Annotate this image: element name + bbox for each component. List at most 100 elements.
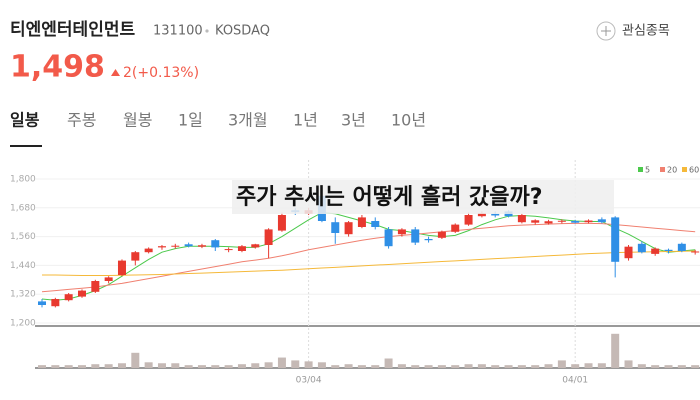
candle-body [237, 246, 246, 251]
legend-swatch [638, 167, 643, 172]
candle-body [451, 224, 460, 232]
volume-bar [397, 364, 406, 368]
volume-bar [264, 362, 273, 368]
volume-bar [371, 365, 380, 368]
volume-bar [491, 365, 500, 368]
x-tick-label: 04/01 [562, 376, 588, 386]
candle-body [64, 294, 73, 301]
volume-bar [131, 352, 140, 368]
candle-body [224, 249, 233, 251]
plus-icon [601, 26, 611, 36]
candle-body [411, 229, 420, 243]
volume-bar [197, 365, 206, 368]
tabs: 일봉 주봉 월봉 1일 3개월 1년 3년 10년 [10, 111, 426, 130]
chart-title: 주가 추세는 어떻게 흘러 갔을까? [236, 184, 543, 210]
volume-bar [424, 365, 433, 368]
volume-bar [357, 365, 366, 368]
moving-average-line [41, 222, 696, 293]
candle-body [624, 246, 633, 259]
candle-body [397, 229, 406, 235]
candle-body [584, 220, 593, 223]
volume-bar [411, 365, 420, 368]
volume-bar [571, 364, 580, 368]
volume-bar [211, 365, 220, 368]
candle-body [331, 222, 340, 233]
candle-body [651, 248, 660, 254]
volume-bar [184, 365, 193, 368]
tab[interactable]: 1일 [178, 111, 203, 130]
candle-body [491, 213, 500, 216]
candle-body [517, 215, 526, 223]
y-tick-label: 1,320 [10, 290, 36, 300]
stock-name: 티엔엔터테인먼트 [10, 20, 135, 40]
candle-body [464, 215, 473, 225]
volume-bar [384, 358, 393, 368]
volume-bar [624, 360, 633, 368]
up-triangle [111, 69, 120, 76]
candle-body [51, 299, 60, 307]
volume-bar [544, 364, 553, 368]
watch-button[interactable]: 관심종목 [596, 21, 670, 41]
stock-code: 131100 [153, 24, 203, 39]
volume-bar [224, 365, 233, 368]
chart: 1,200 1,320 1,440 1,560 1,680 1,800 03/04 04/01… [10, 160, 700, 386]
tab[interactable]: 월봉 [123, 111, 152, 130]
legend-label: 60 [689, 166, 699, 175]
candle-body [277, 215, 286, 231]
volume-bar [664, 365, 673, 368]
candle-body [38, 301, 46, 305]
moving-average-line [42, 250, 696, 276]
volume-bar [611, 333, 620, 368]
volume-bar [597, 363, 606, 368]
dot [205, 29, 209, 33]
volume-bar [171, 363, 180, 368]
candle-body [677, 243, 686, 251]
volume-bar [38, 365, 46, 368]
watch-label: 관심종목 [622, 24, 670, 39]
volume-bar [651, 365, 660, 368]
candle-body [211, 240, 220, 248]
volume-bar [557, 360, 566, 368]
y-tick-label: 1,680 [10, 203, 36, 213]
candle-body [691, 251, 700, 253]
candle-body [544, 221, 553, 224]
y-tick-label: 1,800 [10, 175, 36, 185]
tab[interactable]: 1년 [293, 111, 318, 130]
volume-bar [64, 365, 73, 368]
market: KOSDAQ [215, 24, 270, 39]
plus-icon [596, 21, 616, 41]
volume-bar [51, 365, 60, 368]
volume-bar [451, 365, 460, 368]
tab[interactable]: 10년 [391, 111, 426, 130]
candle-body [197, 245, 206, 247]
tab[interactable]: 주봉 [67, 111, 96, 130]
candle-body [117, 260, 126, 275]
candle-body [384, 229, 393, 247]
tab[interactable]: 3년 [341, 111, 366, 130]
volume-bar [637, 364, 646, 368]
candle-body [664, 249, 673, 251]
volume-bar [317, 362, 326, 368]
volume-bar [584, 363, 593, 368]
volume-bar [304, 361, 313, 368]
y-tick-label: 1,440 [10, 261, 36, 271]
volume-bar [477, 364, 486, 368]
volume-bar [504, 365, 513, 368]
volume-bar [291, 360, 300, 368]
tab[interactable]: 3개월 [228, 111, 268, 130]
y-tick-label: 1,560 [10, 232, 36, 242]
volume-bar [251, 363, 260, 368]
candle-body [91, 281, 100, 292]
volume-bar [677, 365, 686, 368]
candle-body [357, 217, 366, 227]
candle-body [531, 220, 540, 223]
volume-bar [144, 362, 153, 368]
candle-body [104, 277, 113, 281]
tab[interactable]: 일봉 [10, 111, 40, 130]
candle-body [437, 231, 446, 238]
volume-bar [237, 364, 246, 368]
volume-bar [77, 365, 86, 368]
volume-bar [277, 357, 286, 368]
volume-bar [531, 365, 540, 368]
